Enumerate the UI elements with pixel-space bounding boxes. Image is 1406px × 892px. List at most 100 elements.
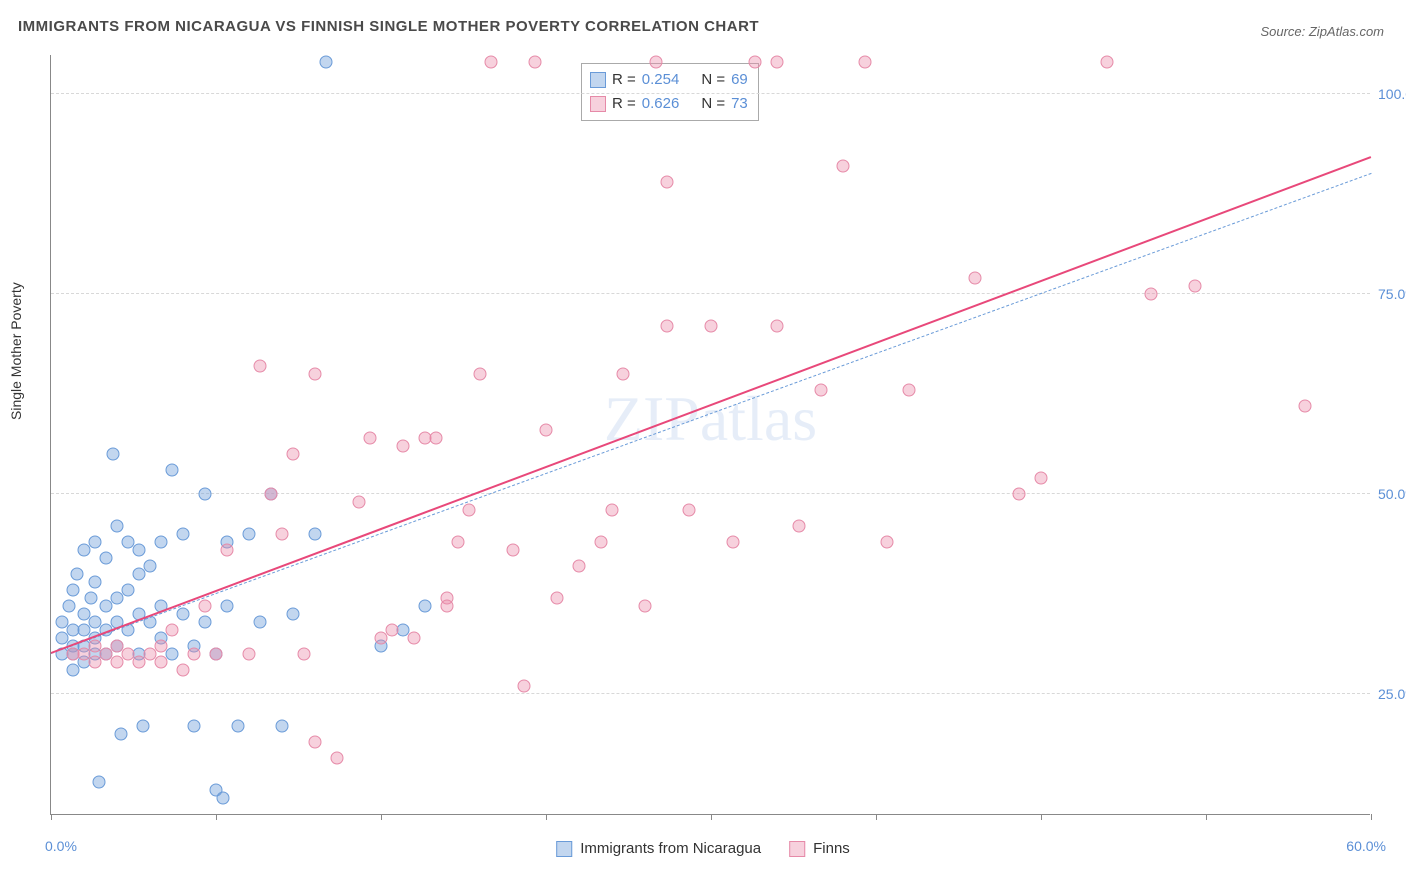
data-point [573, 560, 586, 573]
data-point [408, 632, 421, 645]
data-point [386, 624, 399, 637]
data-point [793, 520, 806, 533]
y-tick-label: 75.0% [1378, 286, 1406, 302]
data-point [529, 56, 542, 69]
data-point [331, 752, 344, 765]
data-point [815, 384, 828, 397]
data-point [188, 720, 201, 733]
data-point [661, 176, 674, 189]
data-point [243, 528, 256, 541]
y-axis-title: Single Mother Poverty [8, 282, 24, 420]
data-point [771, 320, 784, 333]
y-tick-label: 50.0% [1378, 486, 1406, 502]
data-point [353, 496, 366, 509]
data-point [298, 648, 311, 661]
stats-legend-box: R =0.254 N =69R =0.626N =73 [581, 63, 759, 121]
data-point [177, 664, 190, 677]
data-point [89, 576, 102, 589]
data-point [639, 600, 652, 613]
data-point [661, 320, 674, 333]
data-point [727, 536, 740, 549]
legend-swatch [556, 841, 572, 857]
data-point [595, 536, 608, 549]
x-tick-mark [1371, 814, 1372, 820]
data-point [144, 560, 157, 573]
gridline [51, 93, 1370, 94]
data-point [485, 56, 498, 69]
data-point [93, 776, 106, 789]
gridline [51, 493, 1370, 494]
legend-r-key: R = [612, 92, 636, 116]
data-point [1035, 472, 1048, 485]
data-point [749, 56, 762, 69]
data-point [243, 648, 256, 661]
data-point [518, 680, 531, 693]
data-point [1189, 280, 1202, 293]
data-point [188, 648, 201, 661]
data-point [771, 56, 784, 69]
data-point [474, 368, 487, 381]
legend-n-value: 69 [731, 68, 748, 92]
x-axis-max-label: 60.0% [1346, 838, 1386, 854]
data-point [177, 528, 190, 541]
data-point [397, 440, 410, 453]
scatter-plot-area: R =0.254N =69R =0.626N =73 ZIPatlas 25.0… [50, 55, 1370, 815]
data-point [84, 592, 97, 605]
x-tick-mark [546, 814, 547, 820]
data-point [617, 368, 630, 381]
data-point [106, 448, 119, 461]
data-point [221, 600, 234, 613]
data-point [216, 792, 229, 805]
series-legend: Immigrants from Nicaragua Finns [556, 840, 850, 857]
legend-swatch [789, 841, 805, 857]
x-tick-mark [1206, 814, 1207, 820]
data-point [969, 272, 982, 285]
data-point [309, 368, 322, 381]
data-point [507, 544, 520, 557]
legend-n-value: 73 [731, 92, 748, 116]
data-point [155, 536, 168, 549]
data-point [320, 56, 333, 69]
x-axis-min-label: 0.0% [45, 838, 77, 854]
data-point [551, 592, 564, 605]
data-point [1145, 288, 1158, 301]
legend-stat-row: R =0.254N =69 [590, 68, 748, 92]
data-point [71, 568, 84, 581]
data-point [265, 488, 278, 501]
legend-swatch [590, 96, 606, 112]
data-point [837, 160, 850, 173]
x-tick-mark [216, 814, 217, 820]
data-point [111, 520, 124, 533]
data-point [903, 384, 916, 397]
data-point [650, 56, 663, 69]
legend-label: Immigrants from Nicaragua [580, 840, 761, 857]
trend-line [51, 156, 1372, 654]
source-attribution: Source: ZipAtlas.com [1260, 24, 1384, 39]
data-point [364, 432, 377, 445]
data-point [155, 656, 168, 669]
data-point [430, 432, 443, 445]
data-point [89, 536, 102, 549]
data-point [606, 504, 619, 517]
legend-n-key: N = [701, 68, 725, 92]
data-point [276, 720, 289, 733]
data-point [287, 448, 300, 461]
data-point [166, 464, 179, 477]
data-point [62, 600, 75, 613]
data-point [166, 624, 179, 637]
x-tick-mark [711, 814, 712, 820]
data-point [287, 608, 300, 621]
watermark-text: ZIPatlas [604, 382, 817, 456]
data-point [881, 536, 894, 549]
data-point [705, 320, 718, 333]
data-point [232, 720, 245, 733]
data-point [122, 584, 135, 597]
data-point [859, 56, 872, 69]
legend-r-value: 0.254 [642, 68, 680, 92]
data-point [309, 736, 322, 749]
legend-item: Finns [789, 840, 850, 857]
legend-label: Finns [813, 840, 850, 857]
data-point [100, 552, 113, 565]
data-point [137, 720, 150, 733]
legend-stat-row: R =0.626N =73 [590, 92, 748, 116]
